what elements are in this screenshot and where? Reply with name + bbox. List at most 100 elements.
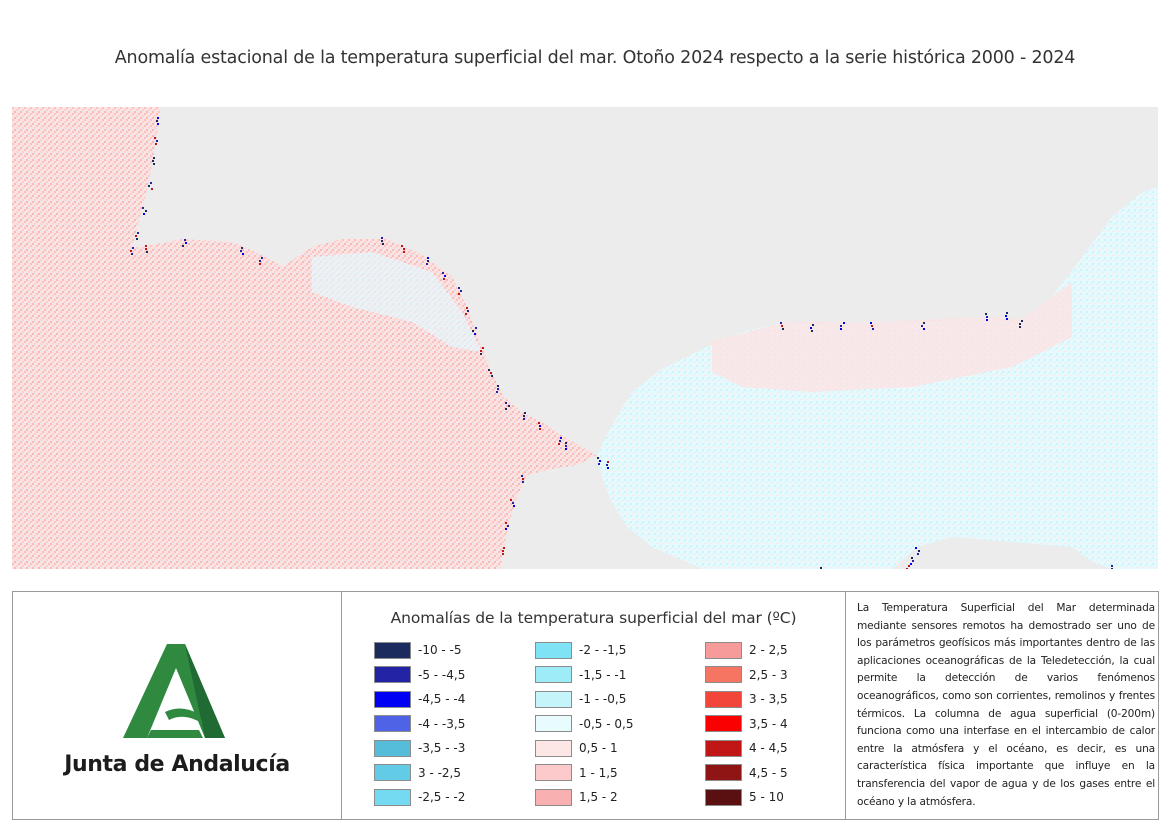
coastline-pixel	[143, 213, 145, 215]
coastline-pixel	[496, 391, 498, 393]
coastline-pixel	[1006, 312, 1008, 314]
alboran-warm-strip	[712, 282, 1072, 392]
legend-swatch	[374, 764, 411, 782]
coastline-pixel	[427, 257, 429, 259]
coastline-pixel	[460, 290, 462, 292]
legend-item: 2,5 - 3	[705, 663, 788, 688]
legend-swatch	[535, 666, 572, 684]
coastline-pixel	[443, 278, 445, 280]
coastline-pixel	[559, 440, 561, 442]
coastline-pixel	[606, 464, 608, 466]
coastline-pixel	[915, 547, 917, 549]
coastline-pixel	[150, 182, 152, 184]
coastline-pixel	[871, 325, 873, 327]
coastline-pixel	[1005, 315, 1007, 317]
legend-label: -10 - -5	[418, 643, 462, 658]
coastline-pixel	[156, 120, 158, 122]
legend-swatch	[705, 715, 742, 733]
coastline-pixel	[152, 160, 154, 162]
coastline-pixel	[488, 369, 490, 371]
legend-column-positive: 2 - 2,5 2,5 - 3 3 - 3,5 3,5 - 4 4 - 4,5 4,5 -…	[705, 638, 788, 810]
coastline-pixel	[156, 140, 158, 142]
legend-column-negative: -10 - -5 -5 - -4,5 -4,5 - -4 -4 - -3,5 -3,5 …	[374, 638, 465, 810]
legend: Anomalías de la temperatura superficial …	[342, 592, 846, 819]
coastline-pixel	[524, 412, 526, 414]
coastline-pixel	[427, 260, 429, 262]
legend-item: -3,5 - -3	[374, 736, 465, 761]
legend-label: 0,5 - 1	[579, 741, 618, 756]
coastline-pixel	[155, 143, 157, 145]
coastline-pixel	[401, 245, 403, 247]
coastline-pixel	[259, 263, 261, 265]
description-text: La Temperatura Superficial del Mar deter…	[857, 602, 1155, 808]
legend-swatch	[535, 764, 572, 782]
coastline-pixel	[426, 263, 428, 265]
legend-label: -5 - -4,5	[418, 667, 466, 682]
coastline-pixel	[607, 467, 609, 469]
info-panel: Junta de Andalucía Anomalías de la tempe…	[12, 591, 1159, 820]
legend-swatch	[535, 715, 572, 733]
coastline-pixel	[512, 502, 514, 504]
legend-swatch	[374, 739, 411, 757]
legend-item: -5 - -4,5	[374, 663, 465, 688]
coastline-pixel	[1006, 318, 1008, 320]
coastline-pixel	[810, 327, 812, 329]
coastline-pixel	[136, 238, 138, 240]
coastline-pixel	[382, 243, 384, 245]
coastline-pixel	[820, 567, 822, 569]
legend-label: -2 - -1,5	[579, 643, 627, 658]
logo-text: Junta de Andalucía	[64, 752, 290, 777]
coastline-pixel	[539, 428, 541, 430]
coastline-pixel	[146, 251, 148, 253]
legend-item: -4,5 - -4	[374, 687, 465, 712]
cadiz-cool-patches	[312, 252, 482, 352]
legend-swatch	[374, 715, 411, 733]
legend-item: 0,5 - 1	[535, 736, 633, 761]
coastline-pixel	[491, 375, 493, 377]
coastline-pixel	[599, 460, 601, 462]
coastline-pixel	[242, 253, 244, 255]
legend-label: 3 - -2,5	[418, 765, 462, 780]
legend-swatch	[374, 641, 411, 659]
legend-label: -4 - -3,5	[418, 716, 466, 731]
coastline-pixel	[480, 353, 482, 355]
legend-item: 2 - 2,5	[705, 638, 788, 663]
coastline-pixel	[505, 528, 507, 530]
coastline-pixel	[505, 522, 507, 524]
coastline-pixel	[261, 257, 263, 259]
coastline-pixel	[241, 247, 243, 249]
coastline-pixel	[598, 463, 600, 465]
coastline-pixel	[923, 328, 925, 330]
coastline-pixel	[157, 117, 159, 119]
coastline-pixel	[184, 239, 186, 241]
coastline-pixel	[872, 328, 874, 330]
coastline-pixel	[782, 328, 784, 330]
coastline-pixel	[472, 330, 474, 332]
legend-label: 2,5 - 3	[749, 667, 788, 682]
coastline-pixel	[908, 565, 910, 567]
coastline-pixel	[985, 313, 987, 315]
coastline-pixel	[812, 324, 814, 326]
coastline-pixel	[497, 388, 499, 390]
coastline-pixel	[1111, 565, 1113, 567]
coastline-pixel	[811, 330, 813, 332]
description-cell: La Temperatura Superficial del Mar deter…	[846, 592, 1158, 819]
coastline-pixel	[381, 240, 383, 242]
coastline-pixel	[986, 319, 988, 321]
coastline-pixel	[465, 313, 467, 315]
coastline-pixel	[458, 293, 460, 295]
legend-item: -1,5 - -1	[535, 663, 633, 688]
coastline-pixel	[780, 322, 782, 324]
coastline-pixel	[918, 550, 920, 552]
legend-item: -0,5 - 0,5	[535, 712, 633, 737]
coastline-pixel	[403, 248, 405, 250]
coastline-pixel	[403, 251, 405, 253]
coastline-pixel	[560, 437, 562, 439]
coastline-pixel	[521, 475, 523, 477]
legend-swatch	[705, 641, 742, 659]
coastline-pixel	[458, 287, 460, 289]
atlantic-sea-area	[12, 107, 597, 569]
coastline-pixel	[597, 457, 599, 459]
legend-label: 3 - 3,5	[749, 692, 788, 707]
coastline-pixel	[497, 385, 499, 387]
